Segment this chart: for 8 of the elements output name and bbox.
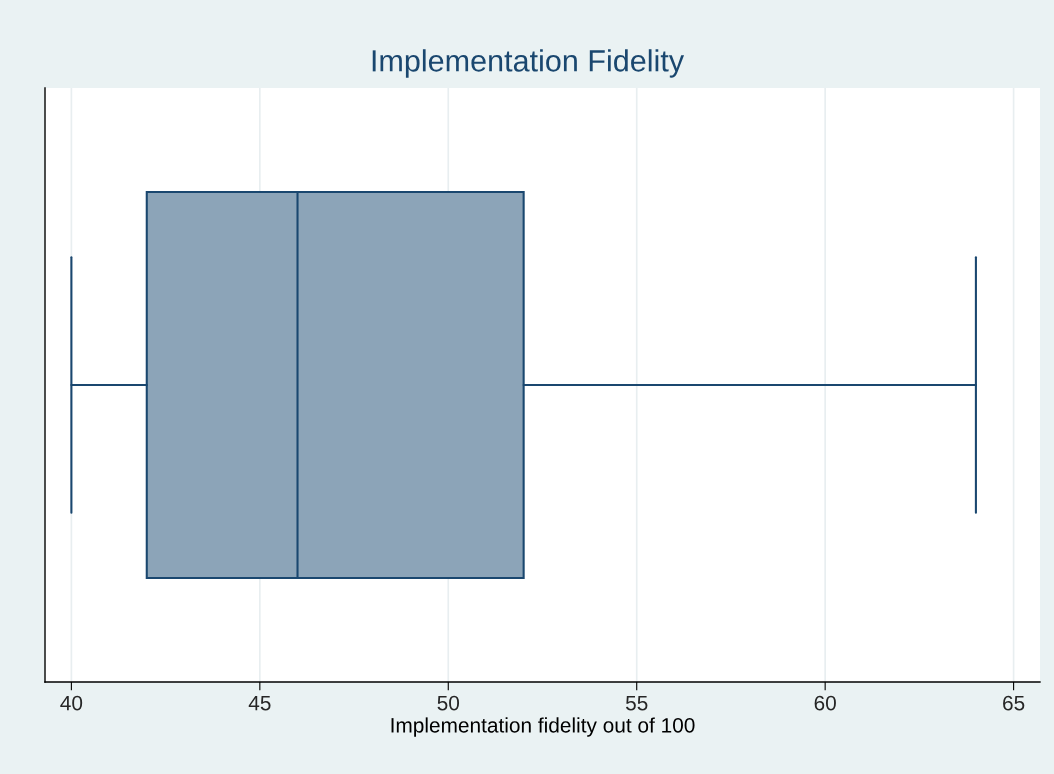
x-axis-title: Implementation fidelity out of 100 xyxy=(391,717,695,737)
x-tick-label: 65 xyxy=(1003,695,1025,711)
x-tick-label: 60 xyxy=(814,695,836,711)
x-tick-label: 55 xyxy=(625,695,648,711)
x-tick-label: 40 xyxy=(60,695,83,711)
x-tick-label: 50 xyxy=(437,695,460,711)
chart-title: Implementation Fidelity xyxy=(372,49,685,78)
x-tick-label: 45 xyxy=(248,695,271,711)
